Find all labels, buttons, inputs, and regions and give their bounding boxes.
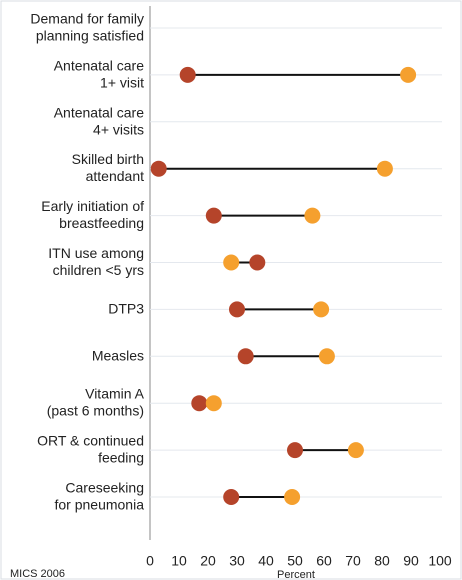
dot [347,442,364,459]
category-label: DTP3 [108,300,144,316]
dot [400,66,417,83]
dot [249,254,266,271]
category-label: ITN use among children <5 yrs [48,245,144,278]
category-label: Measles [92,347,144,363]
dot [205,207,222,224]
category-label: Skilled birth attendant [72,151,144,184]
x-tick-label: 60 [316,553,332,569]
category-label: Antenatal care 4+ visits [54,104,144,137]
dot [205,395,222,412]
dot [150,160,167,177]
x-tick-label: 100 [428,553,452,569]
dot [284,489,301,505]
x-tick-label: 90 [403,553,419,569]
dot [223,489,240,505]
x-tick-label: 50 [287,553,303,569]
dot [229,301,245,318]
x-tick-label: 10 [171,553,187,569]
dot [223,254,240,271]
dot [313,301,330,318]
category-label: Vitamin A (past 6 months) [47,385,145,418]
x-tick-label: 80 [374,553,390,569]
category-label: Early initiation of breastfeeding [41,198,144,231]
dot [287,442,303,459]
x-tick-label: 30 [229,553,245,569]
category-label: Demand for family planning satisfied [30,10,144,43]
dot [376,160,393,177]
x-tick-label: 40 [258,553,274,569]
dot [318,348,335,365]
dot [179,66,196,83]
dot [304,207,321,224]
x-axis-label: Percent [277,569,315,580]
x-tick-label: 70 [345,553,361,569]
dot [237,348,254,365]
note: MICS 2006 [10,568,65,580]
dot [191,395,208,412]
category-label: ORT & continued feeding [37,432,144,465]
category-label: Careseeking for pneumonia [54,479,144,512]
category-label: Antenatal care 1+ visit [54,57,144,90]
x-tick-label: 0 [146,553,154,569]
x-tick-label: 20 [200,553,216,569]
